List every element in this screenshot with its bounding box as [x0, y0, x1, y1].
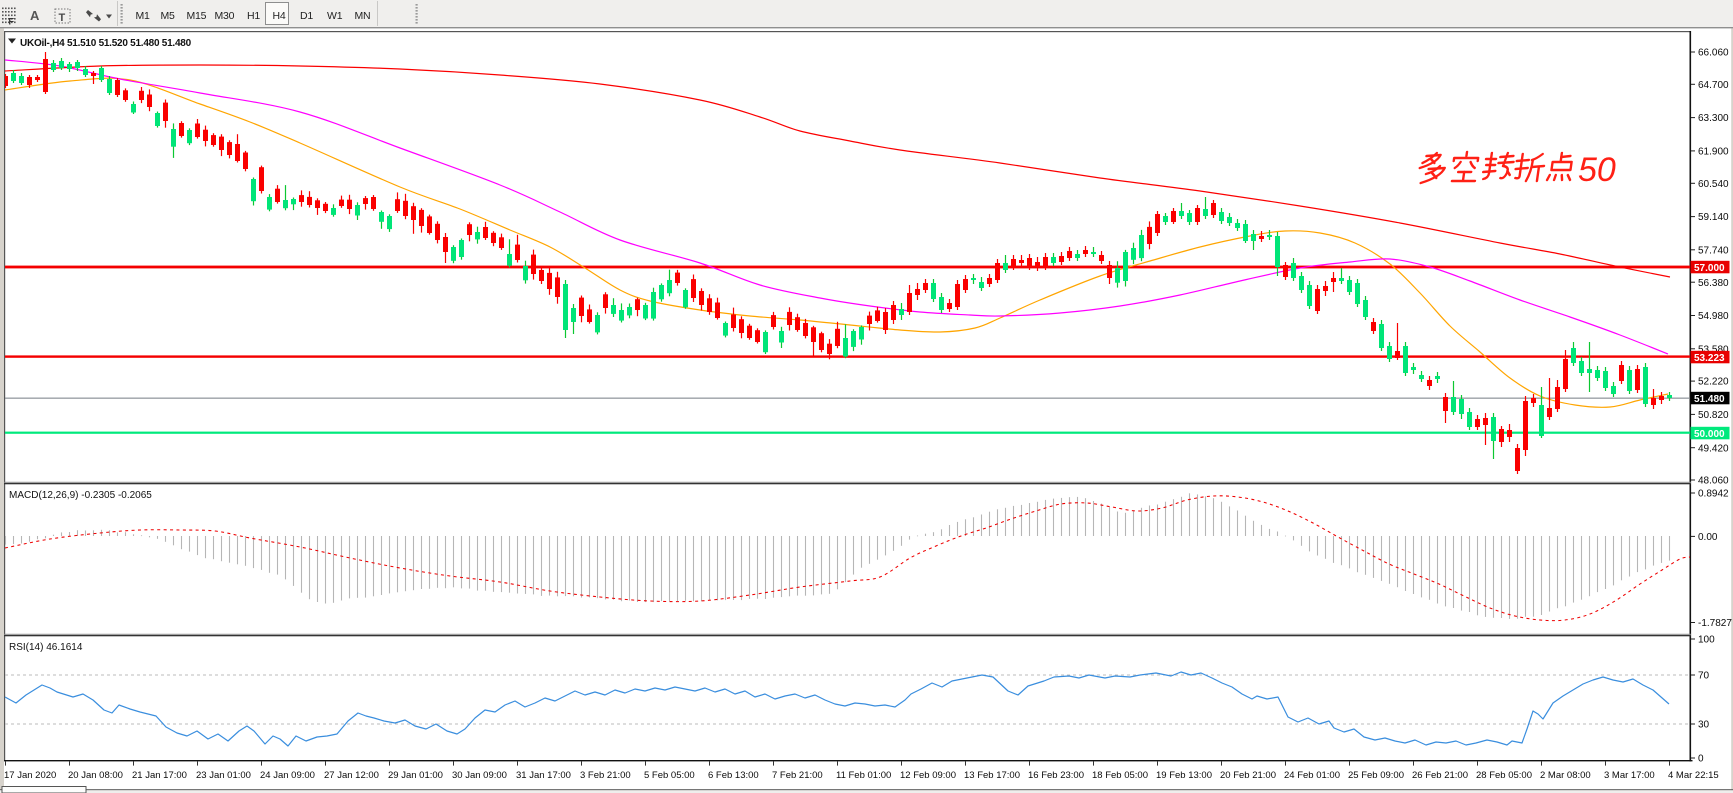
svg-text:20 Feb 21:00: 20 Feb 21:00: [1220, 770, 1276, 781]
svg-text:50: 50: [1578, 151, 1616, 189]
svg-text:12 Feb 09:00: 12 Feb 09:00: [900, 770, 956, 781]
svg-text:F: F: [9, 17, 15, 27]
svg-text:H1: H1: [247, 10, 260, 22]
svg-text:23 Jan 01:00: 23 Jan 01:00: [196, 770, 251, 781]
svg-text:70: 70: [1698, 671, 1710, 682]
svg-text:64.700: 64.700: [1698, 80, 1729, 91]
svg-text:53.580: 53.580: [1698, 344, 1729, 355]
svg-text:MACD(12,26,9) -0.2305 -0.2065: MACD(12,26,9) -0.2305 -0.2065: [9, 490, 152, 501]
svg-text:D1: D1: [300, 10, 313, 22]
svg-text:0.00: 0.00: [1698, 532, 1718, 543]
svg-text:24 Feb 01:00: 24 Feb 01:00: [1284, 770, 1340, 781]
svg-text:UKOil-,H4 51.510 51.520 51.48: UKOil-,H4 51.510 51.520 51.480 51.480: [20, 38, 192, 49]
svg-text:57.740: 57.740: [1698, 245, 1729, 256]
svg-text:28 Feb 05:00: 28 Feb 05:00: [1476, 770, 1532, 781]
svg-text:56.380: 56.380: [1698, 278, 1729, 289]
svg-text:13 Feb 17:00: 13 Feb 17:00: [964, 770, 1020, 781]
svg-text:30 Jan 09:00: 30 Jan 09:00: [452, 770, 507, 781]
svg-text:51.480: 51.480: [1694, 394, 1725, 405]
svg-text:0: 0: [1698, 754, 1704, 765]
svg-text:61.900: 61.900: [1698, 147, 1729, 158]
svg-text:100: 100: [1698, 635, 1715, 646]
svg-text:63.300: 63.300: [1698, 113, 1729, 124]
svg-text:3 Mar 17:00: 3 Mar 17:00: [1604, 770, 1655, 781]
svg-text:59.140: 59.140: [1698, 212, 1729, 223]
svg-text:60.540: 60.540: [1698, 179, 1729, 190]
svg-text:52.220: 52.220: [1698, 377, 1729, 388]
svg-text:49.420: 49.420: [1698, 443, 1729, 454]
svg-text:30: 30: [1698, 720, 1710, 731]
svg-text:16 Feb 23:00: 16 Feb 23:00: [1028, 770, 1084, 781]
svg-text:H4: H4: [273, 10, 286, 22]
svg-text:31 Jan 17:00: 31 Jan 17:00: [516, 770, 571, 781]
svg-text:24 Jan 09:00: 24 Jan 09:00: [260, 770, 315, 781]
svg-text:0.8942: 0.8942: [1698, 489, 1729, 500]
svg-text:19 Feb 13:00: 19 Feb 13:00: [1156, 770, 1212, 781]
svg-text:M1: M1: [136, 10, 151, 22]
svg-text:M30: M30: [215, 10, 235, 22]
svg-text:50.820: 50.820: [1698, 410, 1729, 421]
svg-text:M5: M5: [161, 10, 176, 22]
svg-text:MN: MN: [355, 10, 371, 22]
svg-text:48.060: 48.060: [1698, 476, 1729, 487]
svg-text:27 Jan 12:00: 27 Jan 12:00: [324, 770, 379, 781]
svg-text:4 Mar 22:15: 4 Mar 22:15: [1668, 770, 1719, 781]
svg-text:W1: W1: [327, 10, 343, 22]
svg-text:6 Feb 13:00: 6 Feb 13:00: [708, 770, 759, 781]
svg-text:17 Jan 2020: 17 Jan 2020: [4, 770, 56, 781]
svg-text:A: A: [30, 8, 40, 23]
svg-text:RSI(14) 46.1614: RSI(14) 46.1614: [9, 642, 83, 653]
svg-text:53.223: 53.223: [1694, 353, 1725, 364]
svg-text:-1.7827: -1.7827: [1698, 618, 1732, 629]
svg-text:11 Feb 01:00: 11 Feb 01:00: [836, 770, 891, 781]
svg-text:54.980: 54.980: [1698, 311, 1729, 322]
svg-text:25 Feb 09:00: 25 Feb 09:00: [1348, 770, 1404, 781]
svg-text:66.060: 66.060: [1698, 48, 1729, 59]
svg-text:50.000: 50.000: [1694, 429, 1725, 440]
svg-text:20 Jan 08:00: 20 Jan 08:00: [68, 770, 123, 781]
svg-text:5 Feb 05:00: 5 Feb 05:00: [644, 770, 695, 781]
svg-text:M15: M15: [187, 10, 207, 22]
svg-text:18 Feb 05:00: 18 Feb 05:00: [1092, 770, 1148, 781]
svg-text:26 Feb 21:00: 26 Feb 21:00: [1412, 770, 1468, 781]
svg-text:T: T: [59, 12, 66, 24]
svg-text:21 Jan 17:00: 21 Jan 17:00: [132, 770, 187, 781]
svg-text:7 Feb 21:00: 7 Feb 21:00: [772, 770, 823, 781]
svg-text:29 Jan 01:00: 29 Jan 01:00: [388, 770, 443, 781]
svg-text:2 Mar 08:00: 2 Mar 08:00: [1540, 770, 1591, 781]
svg-text:57.000: 57.000: [1694, 263, 1725, 274]
svg-text:3 Feb 21:00: 3 Feb 21:00: [580, 770, 631, 781]
